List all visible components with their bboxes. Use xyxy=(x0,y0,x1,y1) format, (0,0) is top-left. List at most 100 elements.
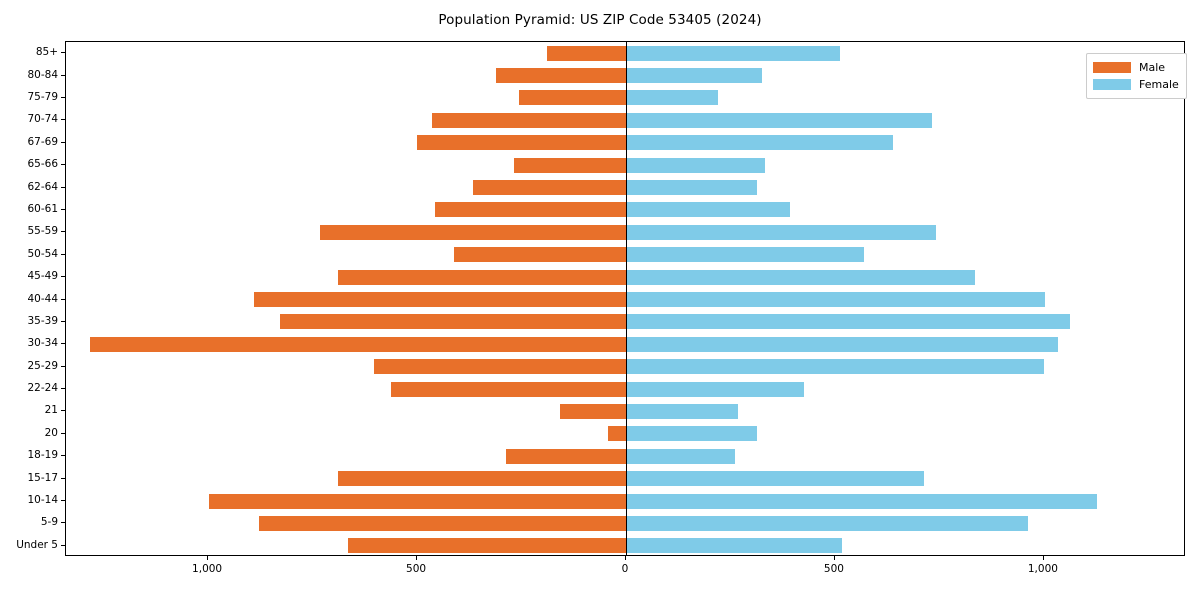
x-tick-label: 0 xyxy=(621,563,629,575)
bar-male xyxy=(280,314,626,330)
bar-female xyxy=(626,493,1098,509)
y-tick-label: 35-39 xyxy=(27,314,58,327)
y-tick-mark xyxy=(61,320,65,322)
bar-male xyxy=(454,247,626,263)
bar-male xyxy=(559,403,626,419)
bar-female xyxy=(626,403,738,419)
bar-male xyxy=(608,426,626,442)
y-tick-label: 30-34 xyxy=(27,337,58,350)
bar-male xyxy=(338,471,626,487)
y-tick-mark xyxy=(61,52,65,54)
y-tick-label: 67-69 xyxy=(27,135,58,148)
y-tick-mark xyxy=(61,388,65,390)
legend-label-female: Female xyxy=(1139,78,1179,91)
y-tick-label: 60-61 xyxy=(27,202,58,215)
y-axis-labels: 85+ 80-84 75-79 70-74 67-69 65-66 62-64 60-61 55… xyxy=(0,41,58,556)
y-tick-label: 70-74 xyxy=(27,113,58,126)
y-tick-label: 55-59 xyxy=(27,225,58,238)
bar-female xyxy=(626,202,790,218)
chart-title: Population Pyramid: US ZIP Code 53405 (2… xyxy=(438,12,762,28)
y-tick-mark xyxy=(61,119,65,121)
y-tick-mark xyxy=(61,253,65,255)
chart-legend: Male Female xyxy=(1086,53,1187,99)
plot-area xyxy=(65,41,1185,556)
bar-male xyxy=(473,180,626,196)
bar-female xyxy=(626,224,936,240)
y-tick-label: 20 xyxy=(44,426,58,439)
bar-female xyxy=(626,269,975,285)
y-tick-label: 75-79 xyxy=(27,90,58,103)
x-tick-mark xyxy=(207,556,209,560)
y-tick-label: 21 xyxy=(44,404,58,417)
bar-male xyxy=(518,90,626,106)
bar-male xyxy=(431,112,626,128)
legend-swatch-female xyxy=(1093,79,1131,90)
y-tick-label: 15-17 xyxy=(27,471,58,484)
legend-swatch-male xyxy=(1093,62,1131,73)
bar-female xyxy=(626,68,763,84)
bar-female xyxy=(626,426,757,442)
y-tick-label: 10-14 xyxy=(27,493,58,506)
y-tick-mark xyxy=(61,477,65,479)
y-axis-tick-marks xyxy=(0,41,65,556)
y-tick-mark xyxy=(61,432,65,434)
y-tick-mark xyxy=(61,343,65,345)
bar-female xyxy=(626,359,1044,375)
bar-male xyxy=(209,493,626,509)
y-tick-mark xyxy=(61,522,65,524)
x-tick-label: 500 xyxy=(823,563,844,575)
legend-item-male[interactable]: Male xyxy=(1093,59,1179,76)
bar-male xyxy=(506,448,626,464)
y-tick-label: Under 5 xyxy=(16,538,58,551)
y-tick-mark xyxy=(61,365,65,367)
x-tick-mark xyxy=(416,556,418,560)
y-tick-mark xyxy=(61,298,65,300)
y-tick-label: 65-66 xyxy=(27,157,58,170)
bar-female xyxy=(626,157,766,173)
bar-female xyxy=(626,314,1070,330)
y-tick-mark xyxy=(61,164,65,166)
bar-male xyxy=(90,336,626,352)
bar-female xyxy=(626,336,1058,352)
bar-male xyxy=(435,202,626,218)
x-tick-label: 1,000 xyxy=(192,563,223,575)
bar-female xyxy=(626,448,736,464)
y-tick-mark xyxy=(61,74,65,76)
legend-item-female[interactable]: Female xyxy=(1093,76,1179,93)
bar-male xyxy=(258,515,626,531)
y-tick-label: 5-9 xyxy=(40,516,58,529)
y-tick-mark xyxy=(61,186,65,188)
bar-male xyxy=(390,381,626,397)
y-tick-label: 50-54 xyxy=(27,247,58,260)
bar-female xyxy=(626,381,804,397)
bar-male xyxy=(496,68,626,84)
y-tick-mark xyxy=(61,208,65,210)
y-tick-label: 45-49 xyxy=(27,269,58,282)
y-tick-label: 40-44 xyxy=(27,292,58,305)
bar-male xyxy=(546,45,626,61)
bar-female xyxy=(626,180,757,196)
bar-male xyxy=(514,157,626,173)
bar-male xyxy=(338,269,626,285)
bar-female xyxy=(626,112,932,128)
bar-female xyxy=(626,292,1045,307)
y-tick-mark xyxy=(61,500,65,502)
y-tick-label: 85+ xyxy=(35,45,58,58)
bar-male xyxy=(416,135,626,151)
x-tick-label: 500 xyxy=(406,563,427,575)
y-tick-label: 22-24 xyxy=(27,381,58,394)
y-tick-mark xyxy=(61,410,65,412)
bar-male xyxy=(374,359,626,375)
y-tick-mark xyxy=(61,231,65,233)
bar-female xyxy=(626,247,865,263)
legend-label-male: Male xyxy=(1139,61,1166,74)
y-tick-label: 62-64 xyxy=(27,180,58,193)
bar-female xyxy=(626,515,1029,531)
y-tick-mark xyxy=(61,96,65,98)
bar-female xyxy=(626,135,894,151)
x-tick-mark xyxy=(1042,556,1044,560)
bar-male xyxy=(253,292,626,307)
bar-male xyxy=(348,538,626,554)
bar-female xyxy=(626,471,924,487)
